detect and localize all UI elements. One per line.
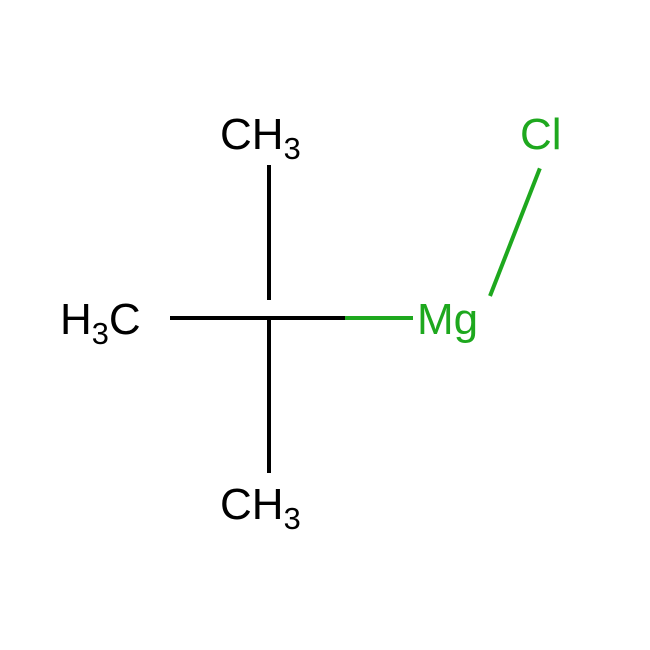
bond-5 (488, 167, 542, 296)
atom-ch3-bottom: CH3 (220, 480, 301, 537)
atom-mg: Mg (417, 295, 478, 345)
bond-4 (345, 316, 413, 320)
bond-0 (267, 165, 271, 300)
atom-h3c-left: H3C (60, 295, 141, 352)
bond-1 (267, 320, 271, 473)
bond-2 (170, 316, 269, 320)
bond-3 (269, 316, 345, 320)
atom-ch3-top: CH3 (220, 110, 301, 167)
atom-cl: Cl (520, 110, 562, 160)
